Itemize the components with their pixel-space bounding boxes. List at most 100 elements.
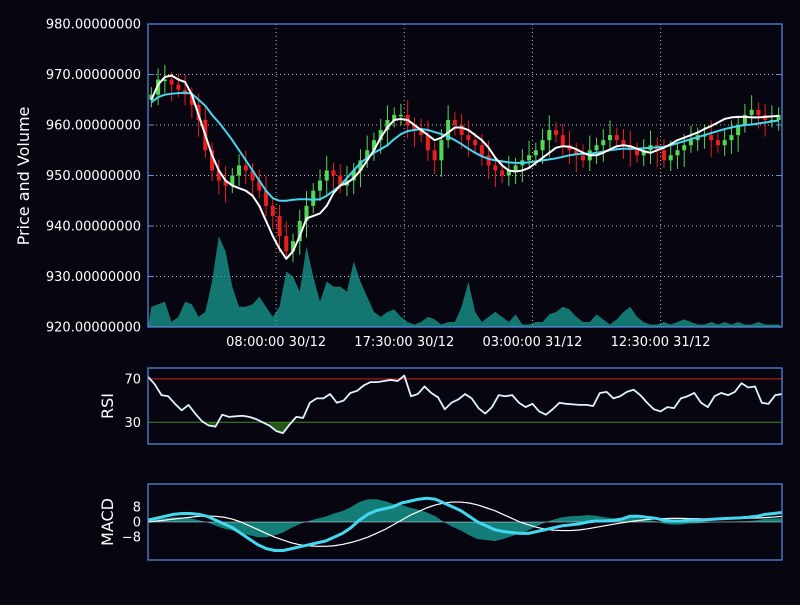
price-x-tick-label: 03:00:00 31/12 xyxy=(482,335,582,350)
candle xyxy=(358,160,363,171)
candle xyxy=(688,140,693,146)
candle xyxy=(149,94,154,100)
candle xyxy=(473,140,478,146)
candle xyxy=(290,241,296,252)
candle xyxy=(297,220,302,242)
candle xyxy=(479,145,484,156)
candle xyxy=(210,150,215,171)
candle xyxy=(574,150,579,156)
candle xyxy=(277,215,282,237)
candle xyxy=(156,79,161,95)
candle xyxy=(709,135,714,141)
rsi-panel-frame xyxy=(147,367,783,445)
candle xyxy=(311,190,316,206)
rsi-line xyxy=(147,374,783,435)
candle xyxy=(547,130,552,141)
candle xyxy=(607,135,613,141)
rsi-y-tick-label: 30 xyxy=(124,416,141,431)
candle xyxy=(533,150,538,156)
candle xyxy=(500,170,505,176)
price-y-tick-label: 960.00000000 xyxy=(46,119,141,134)
candle xyxy=(392,114,397,120)
price-y-tick-label: 940.00000000 xyxy=(46,220,141,235)
candle xyxy=(176,84,181,90)
candle xyxy=(560,135,565,146)
candle xyxy=(331,170,336,176)
candle xyxy=(729,135,734,141)
candle xyxy=(317,180,323,191)
candle xyxy=(385,119,390,131)
price-y-tick-label: 980.00000000 xyxy=(46,18,141,33)
candle xyxy=(506,170,511,176)
candle xyxy=(169,79,174,85)
price-x-tick-label: 12:30:00 31/12 xyxy=(611,335,711,350)
macd-y-axis-label: MACD xyxy=(98,498,117,546)
candle xyxy=(264,190,269,206)
candle xyxy=(715,140,720,146)
candle xyxy=(243,165,248,171)
candle xyxy=(230,175,235,186)
candle xyxy=(439,140,444,161)
price-y-tick-label: 950.00000000 xyxy=(46,169,141,184)
candle xyxy=(189,94,194,105)
moving-average-fast-line xyxy=(150,74,779,260)
candle xyxy=(742,114,747,125)
candle xyxy=(722,140,727,146)
price-y-tick-label: 920.00000000 xyxy=(46,321,141,336)
candle xyxy=(351,170,356,181)
candle xyxy=(216,170,221,181)
volume-area xyxy=(148,236,782,327)
candle xyxy=(419,130,424,136)
candle xyxy=(621,140,626,146)
candle xyxy=(493,165,498,171)
candle xyxy=(378,130,383,141)
candle xyxy=(162,79,167,82)
candle xyxy=(459,125,464,136)
candle xyxy=(365,150,370,161)
candle xyxy=(614,135,619,141)
candle xyxy=(466,135,471,141)
candle xyxy=(432,150,437,161)
candle xyxy=(304,205,309,221)
candle xyxy=(628,145,633,151)
candle xyxy=(527,155,532,161)
candle xyxy=(270,205,275,216)
rsi-y-axis-label: RSI xyxy=(98,393,117,419)
candle xyxy=(736,125,741,136)
candle xyxy=(581,155,586,161)
moving-average-slow-line xyxy=(150,91,779,202)
candle xyxy=(641,150,646,156)
candle xyxy=(756,109,761,115)
candle xyxy=(513,165,518,171)
candle xyxy=(425,135,430,151)
candle xyxy=(398,114,403,117)
rsi-y-tick-label: 70 xyxy=(124,372,141,387)
price-y-axis-label: Price and Volume xyxy=(14,107,33,246)
macd-line xyxy=(147,496,783,552)
macd-histogram-area xyxy=(148,499,782,541)
macd-signal-line xyxy=(147,501,783,547)
macd-y-tick-label: −8 xyxy=(122,531,141,546)
candle xyxy=(257,180,262,191)
candle xyxy=(776,114,781,120)
price-y-tick-label: 930.00000000 xyxy=(46,270,141,285)
candle xyxy=(486,155,491,166)
candle xyxy=(452,119,457,125)
candle xyxy=(540,140,545,151)
candle xyxy=(250,170,255,181)
candle xyxy=(554,130,559,136)
candle xyxy=(371,140,376,151)
candle xyxy=(223,180,228,186)
candle xyxy=(675,150,680,156)
candle xyxy=(237,165,242,176)
candle xyxy=(412,125,417,131)
candle xyxy=(324,170,329,181)
candle xyxy=(338,175,343,186)
macd-panel-frame xyxy=(147,483,783,561)
price-y-tick-label: 970.00000000 xyxy=(46,68,141,83)
price-x-tick-label: 17:30:00 30/12 xyxy=(354,335,454,350)
macd-y-tick-label: 0 xyxy=(133,516,141,531)
candle xyxy=(601,140,606,146)
